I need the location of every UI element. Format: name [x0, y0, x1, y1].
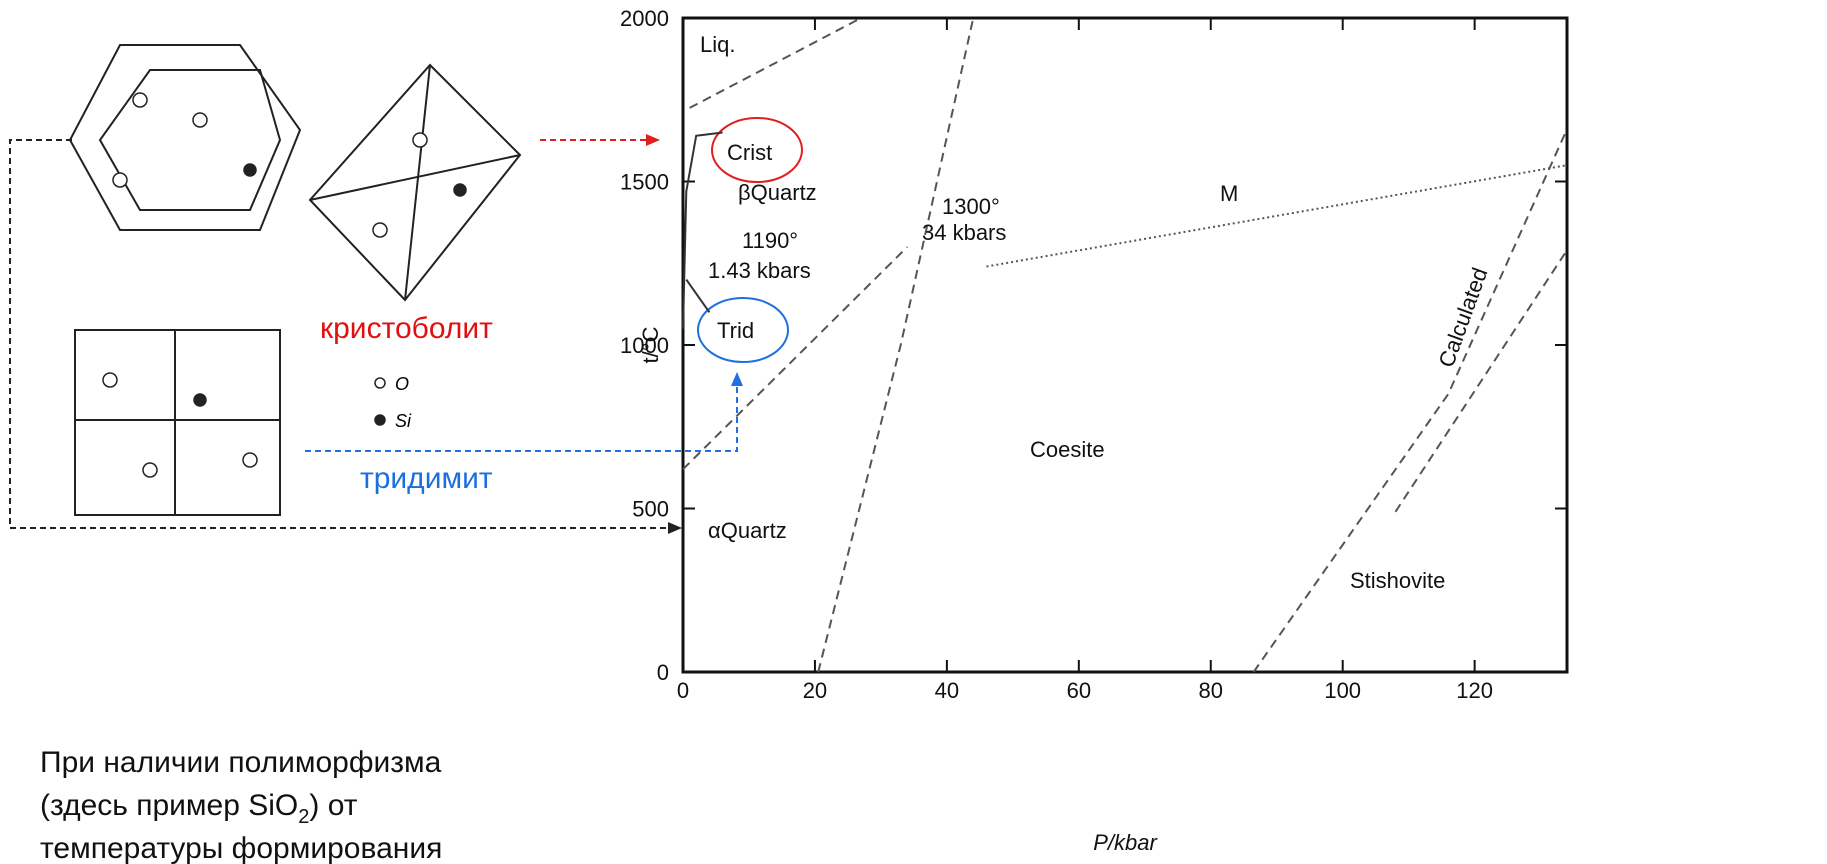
body-text: При наличии полиморфизма [40, 746, 442, 779]
page: O Si кристоболит тридимит При наличии по… [0, 0, 1827, 864]
annotation: βQuartz [738, 180, 817, 205]
text-part: (здесь пример SiO [40, 789, 298, 822]
y-tick-label: 1000 [620, 333, 669, 358]
legend-label: O [395, 374, 409, 394]
arrow-head [731, 372, 743, 386]
annotation: Stishovite [1350, 568, 1445, 593]
phase-boundary [986, 165, 1567, 266]
annotation: 1190° [742, 228, 798, 253]
text-part: ) от [309, 789, 357, 822]
legend-label: Si [395, 411, 412, 431]
subscript: 2 [298, 806, 309, 828]
x-tick-label: 20 [803, 678, 827, 703]
x-tick-label: 80 [1199, 678, 1223, 703]
x-tick-label: 0 [677, 678, 689, 703]
annotation: Crist [727, 140, 772, 165]
x-tick-label: 60 [1067, 678, 1091, 703]
phase-boundary [686, 280, 709, 313]
cristobalite-label: кристоболит [320, 312, 493, 345]
tridymite-label: тридимит [360, 462, 493, 495]
x-tick-label: 100 [1324, 678, 1361, 703]
arrow-head [646, 134, 660, 146]
x-axis-label: P/kbar [1093, 830, 1158, 855]
annotation: M [1220, 181, 1238, 206]
annotation: 1.43 kbars [708, 258, 811, 283]
y-tick-label: 500 [632, 497, 669, 522]
y-tick-label: 0 [657, 660, 669, 685]
body-text: (здесь пример SiO2) от [40, 789, 358, 828]
crystal-sketch [70, 45, 520, 515]
x-tick-label: 120 [1456, 678, 1493, 703]
annotation: 34 kbars [922, 220, 1006, 245]
annotation: Coesite [1030, 437, 1105, 462]
x-tick-label: 40 [935, 678, 959, 703]
arrow-head [668, 522, 682, 534]
annotation: 1300° [942, 194, 1000, 219]
y-tick-label: 1500 [620, 170, 669, 195]
body-text: температуры формирования [40, 832, 442, 864]
phase-boundary [818, 18, 973, 672]
annotation: αQuartz [708, 518, 787, 543]
y-tick-label: 2000 [620, 6, 669, 31]
phase-boundary [683, 132, 723, 328]
annotation: Liq. [700, 32, 735, 57]
annotation: Trid [717, 318, 754, 343]
slide: O Si кристоболит тридимит При наличии по… [0, 0, 1827, 864]
